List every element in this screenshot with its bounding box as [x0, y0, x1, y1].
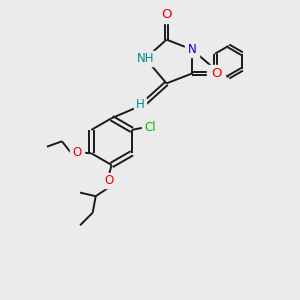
- Text: O: O: [211, 67, 221, 80]
- Bar: [185, 42, 199, 57]
- Bar: [134, 98, 146, 112]
- Bar: [142, 120, 159, 135]
- Text: Cl: Cl: [145, 121, 156, 134]
- Bar: [136, 51, 155, 66]
- Bar: [158, 7, 175, 23]
- Bar: [70, 146, 83, 160]
- Text: O: O: [72, 146, 82, 159]
- Text: O: O: [161, 8, 172, 22]
- Bar: [207, 65, 225, 82]
- Text: NH: NH: [137, 52, 154, 65]
- Text: O: O: [105, 174, 114, 187]
- Text: H: H: [136, 98, 145, 112]
- Text: N: N: [188, 43, 196, 56]
- Bar: [103, 173, 116, 188]
